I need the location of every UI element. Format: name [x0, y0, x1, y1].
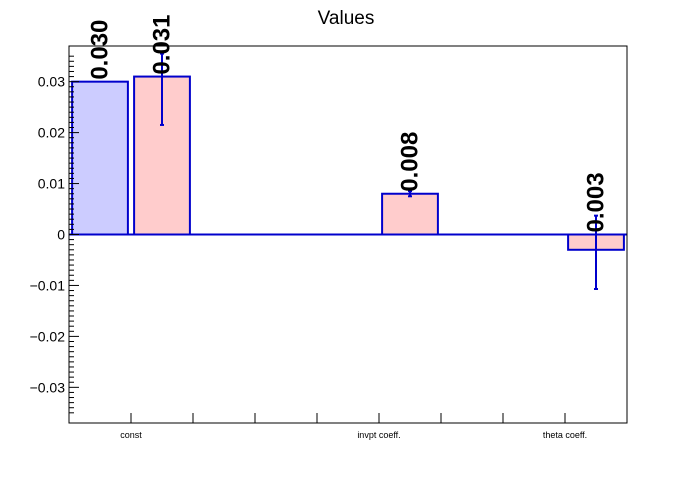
y-tick-label: 0.01: [38, 176, 65, 192]
axis-layer: −0.03 −0.02 −0.01 0 0.01 0.02 0.03 const invpt c…: [30, 45, 628, 440]
y-tick-label: −0.02: [30, 328, 66, 344]
data-label: 0.008: [397, 132, 424, 192]
y-tick-label: 0.03: [38, 74, 65, 90]
data-label: 0.003: [583, 172, 610, 232]
data-label: 0.031: [149, 15, 176, 75]
x-category-label: const: [120, 430, 142, 440]
bar-invpt-coeff--s2: [381, 192, 439, 236]
bars-layer: 0.030 0.031 0.008 0.003: [69, 15, 627, 291]
y-tick-label: 0: [57, 227, 65, 243]
x-category-label: invpt coeff.: [357, 430, 400, 440]
y-tick-label: 0.02: [38, 125, 65, 141]
chart-title: Values: [318, 8, 375, 29]
y-tick-label: −0.01: [30, 277, 66, 293]
bar-const-s1: [71, 80, 129, 236]
x-category-label: theta coeff.: [543, 430, 587, 440]
y-tick-label: −0.03: [30, 379, 66, 395]
data-label: 0.030: [87, 20, 114, 80]
